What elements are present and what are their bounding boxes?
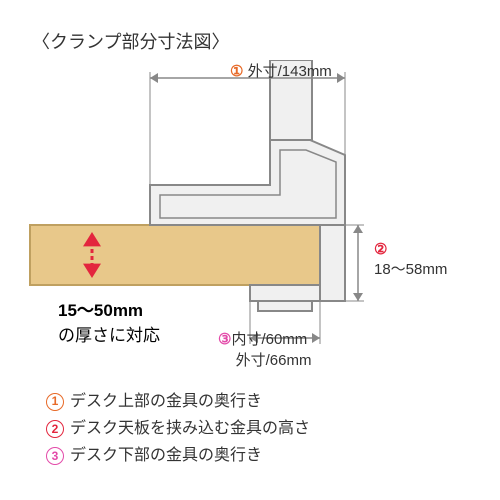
- legend-item-1: 1 デスク上部の金具の奥行き: [46, 388, 310, 415]
- diagram-title: 〈クランプ部分寸法図〉: [32, 28, 229, 54]
- legend-num-2: 2: [46, 420, 64, 438]
- legend-num-3: 3: [46, 447, 64, 465]
- dim2-label: ② 18～58mm: [374, 240, 447, 279]
- clamp-bottom-plate: [250, 285, 320, 301]
- legend-item-3: 3 デスク下部の金具の奥行き: [46, 442, 310, 469]
- legend-num-1: 1: [46, 393, 64, 411]
- clamp-hang: [320, 225, 345, 301]
- clamp-bottom-pad: [258, 301, 312, 311]
- thickness-label: 15～50mm の厚さに対応: [58, 296, 160, 346]
- dim1-label: ① 外寸/143mm: [230, 60, 332, 81]
- desk-board: [30, 225, 320, 285]
- legend-item-2: 2 デスク天板を挟み込む金具の高さ: [46, 415, 310, 442]
- legend: 1 デスク上部の金具の奥行き 2 デスク天板を挟み込む金具の高さ 3 デスク下部…: [46, 388, 310, 470]
- dim3-label: ③内寸/60mm ③ 外寸/66mm: [218, 328, 311, 370]
- clamp-top-body: [150, 140, 345, 225]
